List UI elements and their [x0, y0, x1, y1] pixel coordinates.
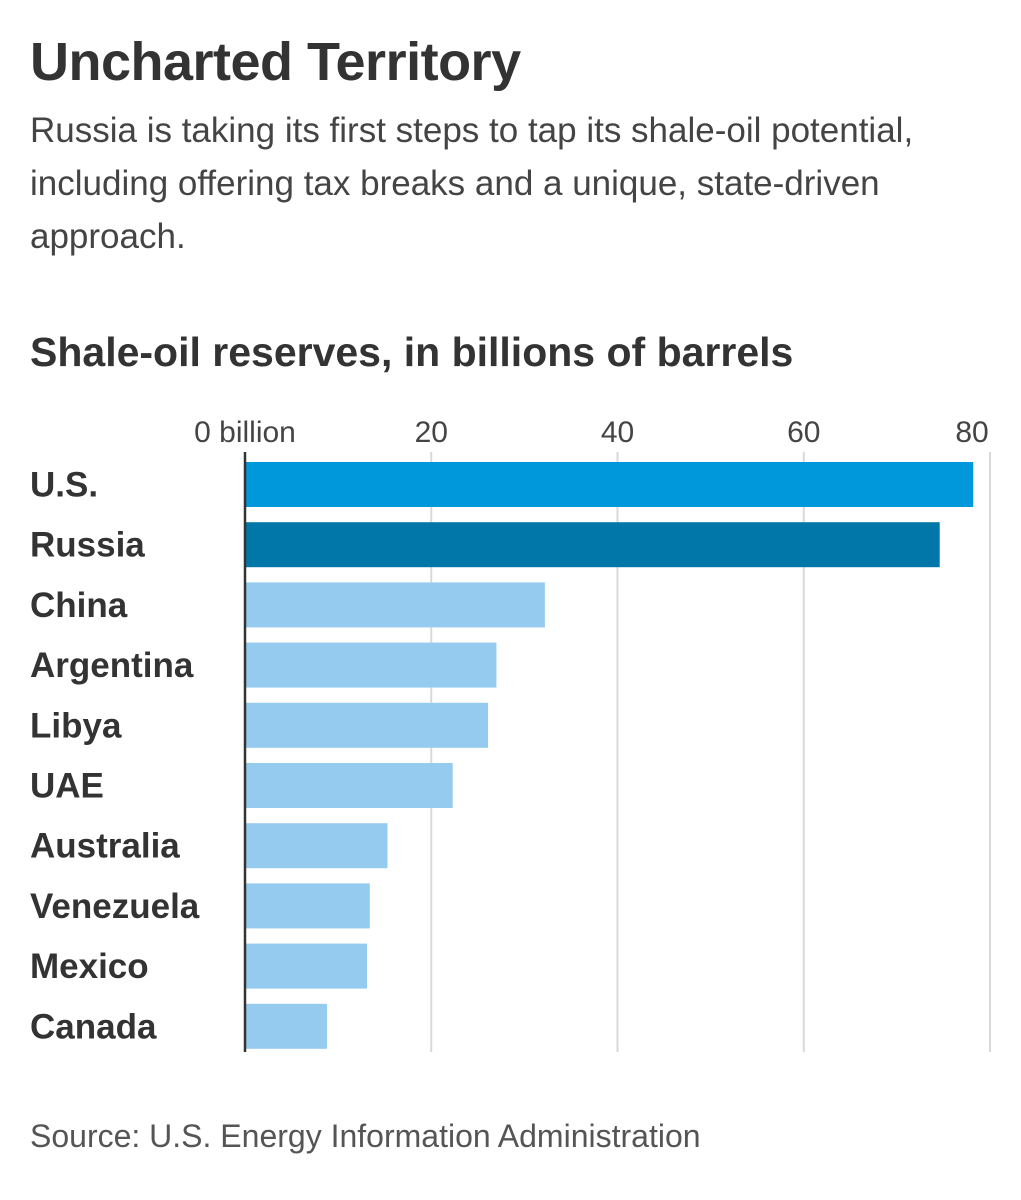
bar-argentina [245, 642, 497, 688]
x-axis-ticks: 0 billion 20 40 60 80 [194, 416, 989, 449]
category-label: Australia [30, 827, 180, 866]
x-tick-label: 20 [415, 416, 448, 449]
source-note: Source: U.S. Energy Information Administ… [30, 1118, 701, 1154]
bar-venezuela [245, 883, 370, 929]
bar-australia [245, 823, 388, 869]
category-labels: U.S. Russia China Argentina Libya UAE Australi… [30, 466, 200, 1047]
chart-title: Shale-oil reserves, in billions of barre… [30, 329, 794, 375]
x-tick-label: 0 billion [194, 416, 296, 449]
category-label: Russia [30, 526, 145, 565]
bar-u-s [245, 462, 974, 507]
bar-canada [245, 1003, 327, 1049]
category-label: U.S. [30, 466, 98, 505]
bar-uae [245, 763, 453, 808]
category-label: Libya [30, 706, 122, 745]
bar-libya [245, 702, 489, 748]
chart-headline: Uncharted Territory [30, 32, 521, 92]
category-label: Canada [30, 1007, 157, 1046]
x-tick-label: 80 [955, 416, 988, 449]
bar-mexico [245, 943, 367, 989]
category-label: China [30, 586, 128, 625]
bar-chart: 0 billion 20 40 60 80 U.S. Russia China Argenti… [30, 416, 991, 1052]
category-label: Venezuela [30, 887, 200, 926]
bar-china [245, 582, 545, 628]
chart-subtitle: Russia is taking its first steps to tap … [30, 111, 914, 256]
x-tick-label: 40 [601, 416, 634, 449]
bars [245, 462, 974, 1049]
category-label: Argentina [30, 646, 194, 685]
bar-russia [245, 522, 940, 568]
category-label: Mexico [30, 947, 149, 986]
category-label: UAE [30, 767, 104, 806]
x-tick-label: 60 [787, 416, 820, 449]
